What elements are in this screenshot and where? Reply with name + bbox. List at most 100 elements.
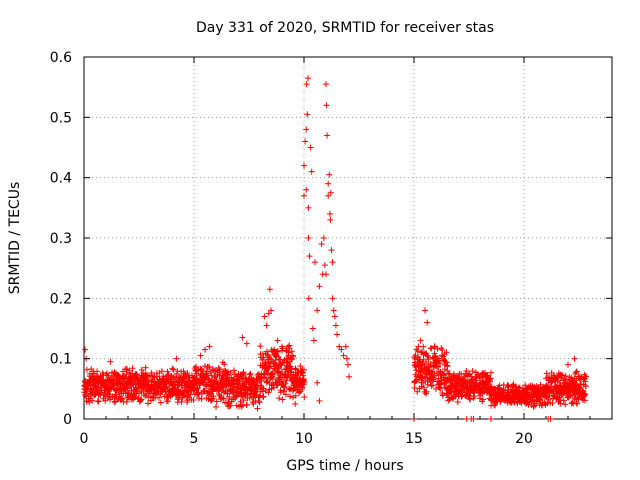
data-point (170, 366, 177, 373)
data-point (82, 346, 89, 353)
data-point (260, 393, 267, 400)
data-point (102, 397, 109, 404)
data-point (94, 398, 101, 405)
data-point (424, 319, 431, 326)
data-point (144, 400, 151, 407)
x-tick-label: 20 (515, 431, 533, 447)
data-point (276, 395, 283, 402)
data-point (268, 347, 275, 354)
data-point (123, 398, 130, 405)
data-point (89, 397, 96, 404)
data-point (323, 81, 329, 88)
data-point (292, 392, 299, 399)
data-point (286, 342, 293, 349)
data-point (316, 283, 323, 290)
y-tick-label: 0.6 (50, 50, 72, 66)
y-tick-label: 0.5 (50, 110, 72, 126)
data-point (202, 346, 208, 353)
data-point (321, 262, 328, 269)
data-point (243, 401, 250, 408)
data-point (417, 337, 424, 344)
data-point (308, 168, 315, 175)
data-point (318, 241, 325, 248)
data-point (340, 352, 347, 359)
data-point (197, 352, 204, 359)
x-tick-label: 10 (295, 431, 313, 447)
data-point (303, 126, 310, 133)
data-point (111, 369, 118, 376)
data-point (307, 144, 314, 151)
data-point (247, 370, 254, 377)
data-point (257, 343, 264, 350)
data-point (164, 398, 171, 405)
data-point (342, 343, 349, 350)
y-tick-label: 0.4 (50, 171, 72, 187)
y-axis: 0 0.1 0.2 0.3 0.4 0.5 0.6 (50, 50, 612, 428)
data-point (123, 371, 130, 378)
data-point (305, 235, 312, 241)
data-point (309, 325, 316, 332)
data-point (302, 138, 309, 145)
data-point (334, 331, 340, 338)
data-point (213, 403, 219, 410)
data-point (327, 189, 334, 196)
data-point (312, 259, 318, 266)
data-point (303, 186, 310, 193)
data-point (125, 390, 132, 397)
data-point (329, 295, 336, 302)
y-axis-label: SRMTID / TECUs (7, 182, 23, 295)
data-point (324, 132, 331, 139)
data-point (290, 394, 297, 401)
data-point (574, 400, 581, 407)
data-point (107, 396, 114, 403)
data-point (263, 322, 270, 329)
data-point (436, 384, 443, 391)
data-point (323, 271, 329, 278)
data-point (438, 352, 445, 359)
chart-title: Day 331 of 2020, SRMTID for receiver sta… (196, 20, 494, 36)
data-point (314, 307, 321, 314)
data-point (206, 343, 213, 350)
data-point (314, 379, 321, 386)
data-point (256, 399, 263, 406)
data-point (301, 394, 308, 401)
data-point (301, 192, 307, 199)
data-point (320, 235, 327, 241)
data-point (560, 397, 567, 404)
data-point (562, 401, 569, 408)
data-point (243, 340, 250, 347)
data-point (326, 210, 333, 217)
data-point (469, 367, 476, 374)
data-point (330, 307, 337, 314)
data-point (254, 405, 261, 412)
data-point (292, 400, 299, 407)
data-point (323, 102, 330, 109)
data-point (126, 367, 133, 374)
data-point (279, 396, 286, 403)
x-axis-label: GPS time / hours (286, 458, 403, 474)
data-point (316, 397, 323, 404)
y-tick-label: 0.2 (50, 291, 72, 307)
data-point (328, 247, 335, 254)
y-tick-label: 0.3 (50, 231, 72, 247)
data-point (305, 204, 312, 211)
data-point (173, 355, 180, 362)
data-point (107, 358, 114, 365)
data-point (325, 180, 332, 187)
y-tick-label: 0 (63, 412, 72, 428)
x-tick-label: 5 (190, 431, 199, 447)
data-point (266, 286, 273, 293)
data-point (346, 373, 353, 380)
data-point (303, 81, 310, 88)
data-point (118, 387, 125, 394)
data-point (259, 388, 266, 395)
data-point (310, 337, 317, 344)
data-point (261, 313, 268, 320)
data-point (304, 75, 311, 82)
data-point (327, 216, 334, 223)
x-tick-label: 0 (80, 431, 89, 447)
data-point (306, 253, 313, 260)
data-point (119, 395, 126, 402)
data-point (343, 355, 350, 362)
